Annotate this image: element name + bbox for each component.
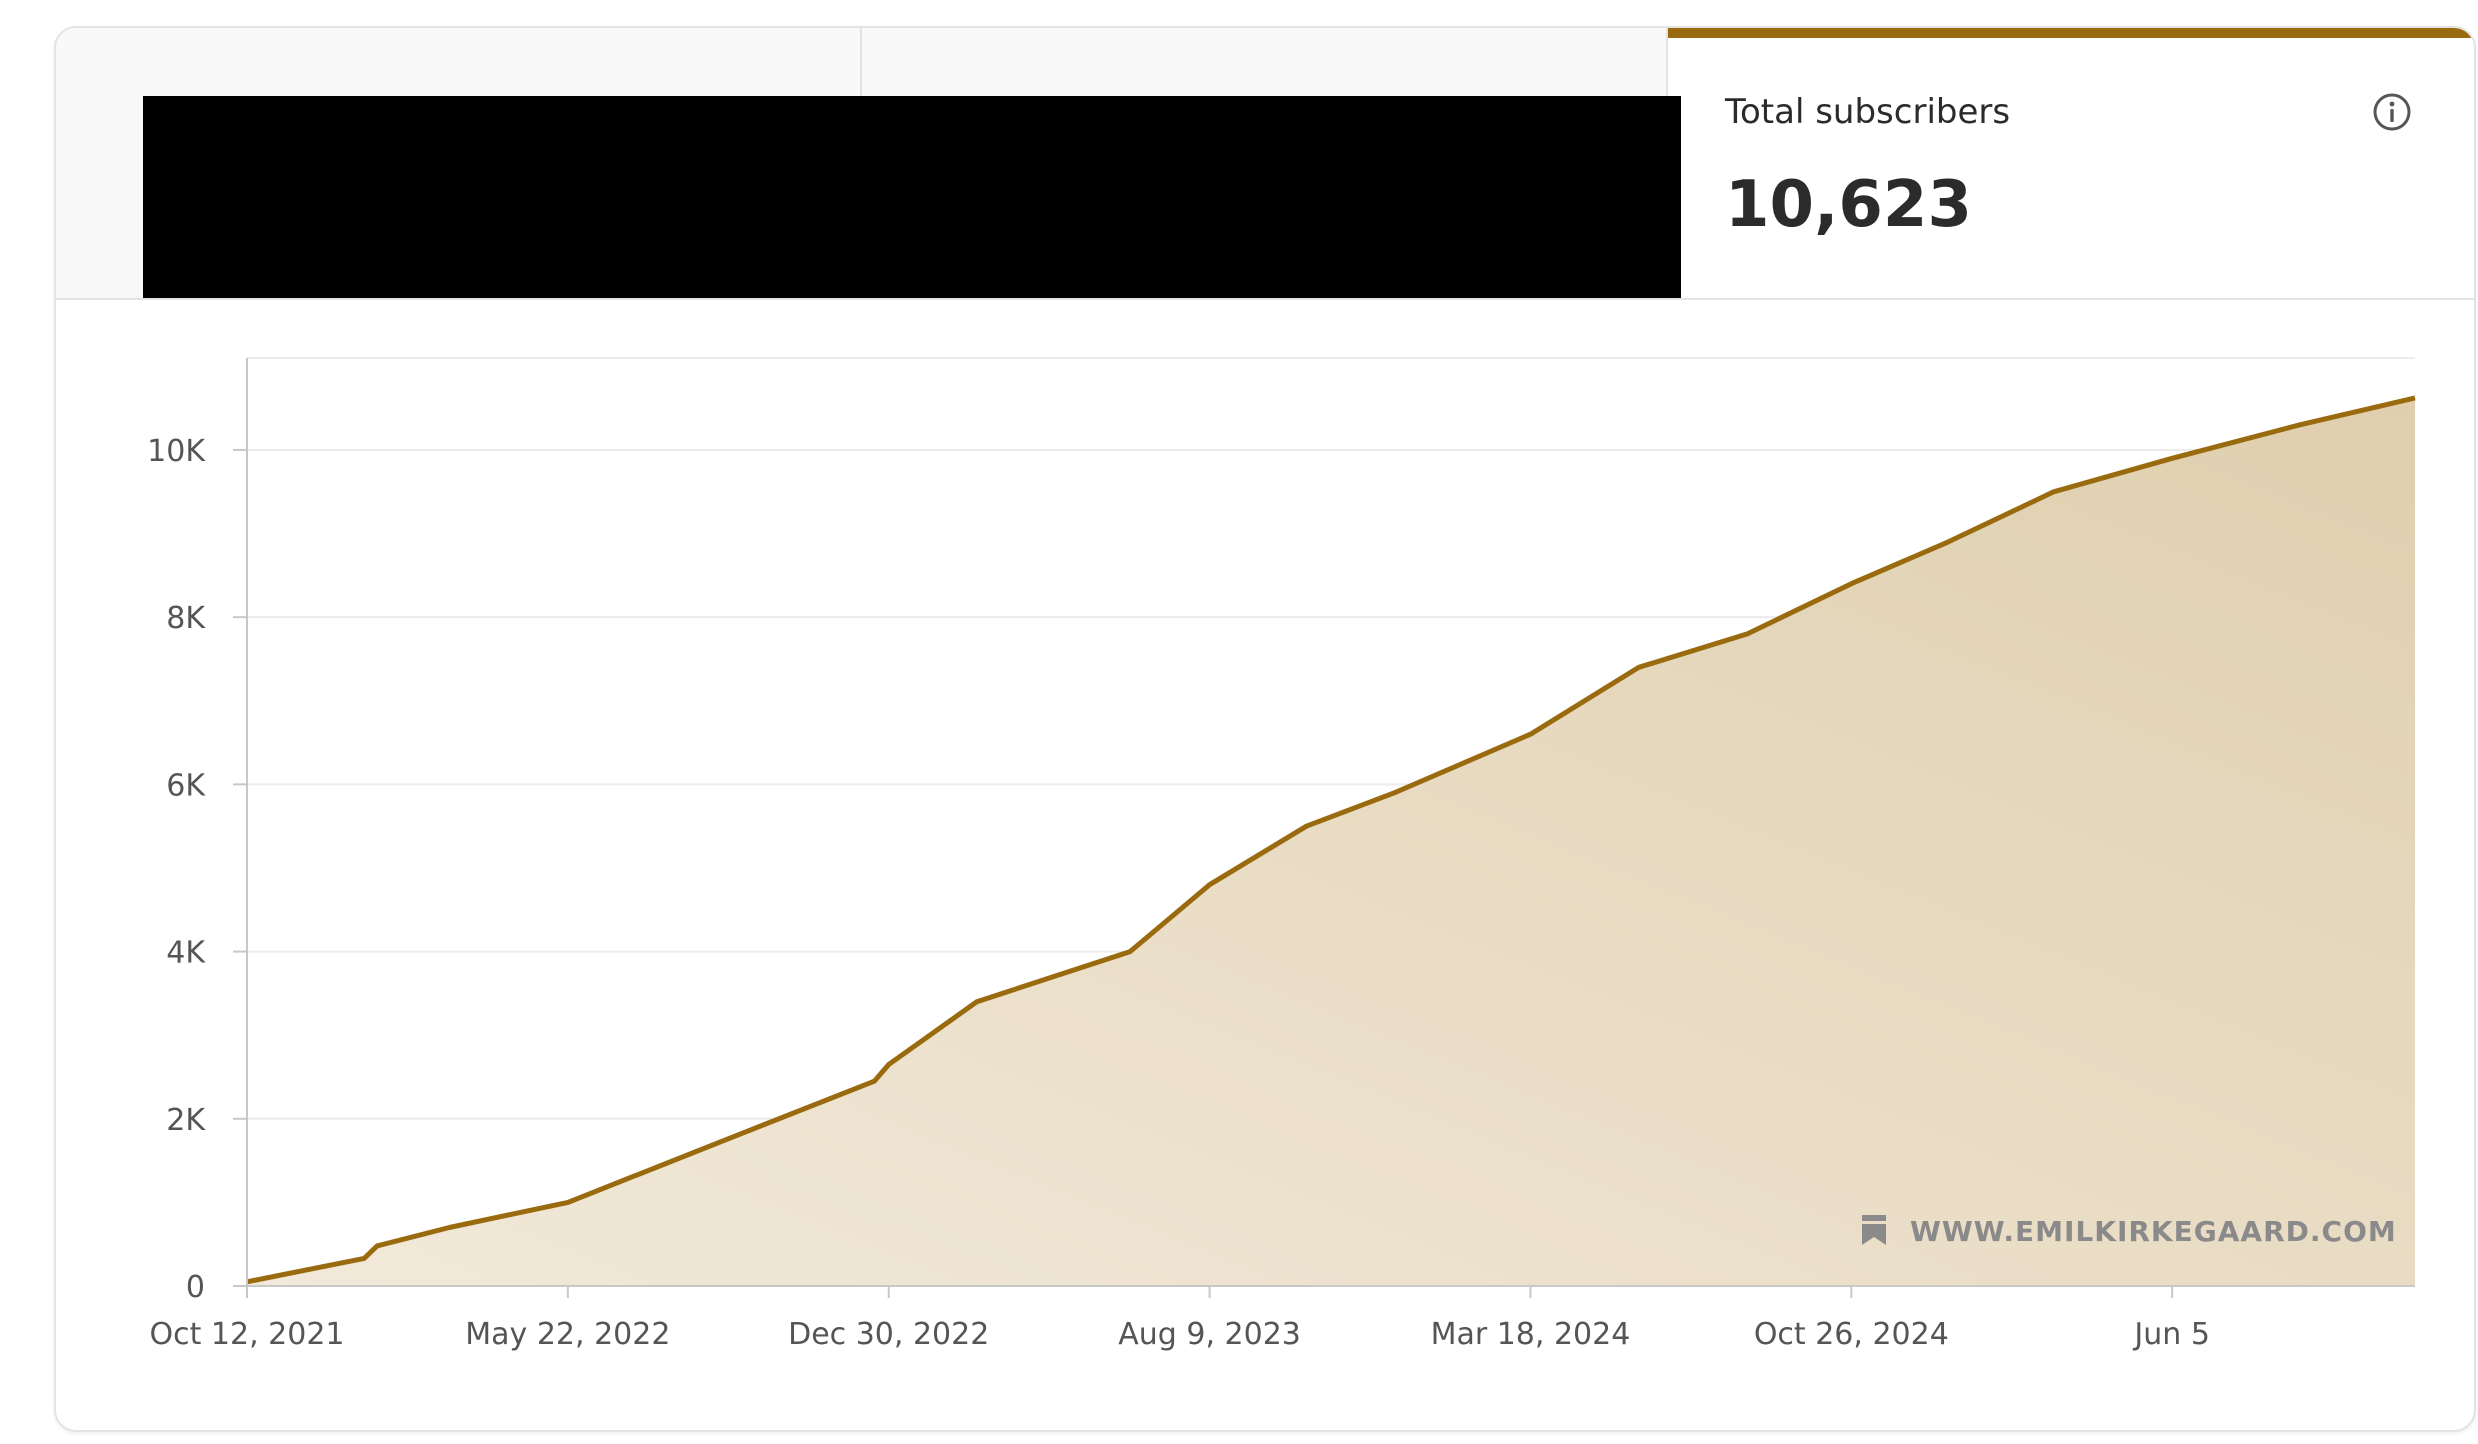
x-tick-label: Oct 12, 2021 [150, 1317, 345, 1352]
y-tick-label: 4K [166, 936, 206, 971]
y-tick-label: 2K [166, 1103, 206, 1138]
stat-value: 10,623 [1725, 168, 1972, 242]
x-tick-label: Aug 9, 2023 [1118, 1317, 1301, 1352]
watermark-text: WWW.EMILKIRKEGAARD.COM [1910, 1215, 2397, 1248]
x-tick-label: Dec 30, 2022 [788, 1317, 989, 1352]
x-tick-label: May 22, 2022 [465, 1317, 670, 1352]
metric-tab-total-subscribers[interactable]: Total subscribers 10,623 [1668, 28, 2474, 300]
y-tick-label: 0 [186, 1270, 205, 1305]
y-tick-label: 8K [166, 601, 206, 636]
y-tick-label: 10K [147, 434, 206, 469]
stat-label: Total subscribers [1725, 92, 2011, 132]
watermark: WWW.EMILKIRKEGAARD.COM [1862, 1215, 2397, 1248]
selected-tab-indicator [1668, 28, 2474, 38]
x-tick-label: Mar 18, 2024 [1431, 1317, 1631, 1352]
bookmark-icon [1862, 1215, 1886, 1245]
x-tick-label: Jun 5 [2132, 1317, 2210, 1352]
info-icon[interactable] [2372, 92, 2412, 132]
x-tick-label: Oct 26, 2024 [1754, 1317, 1949, 1352]
y-tick-label: 6K [166, 768, 206, 803]
series-line [246, 395, 2416, 1285]
redacted-area [143, 96, 1681, 298]
area-fill [247, 397, 2415, 1286]
